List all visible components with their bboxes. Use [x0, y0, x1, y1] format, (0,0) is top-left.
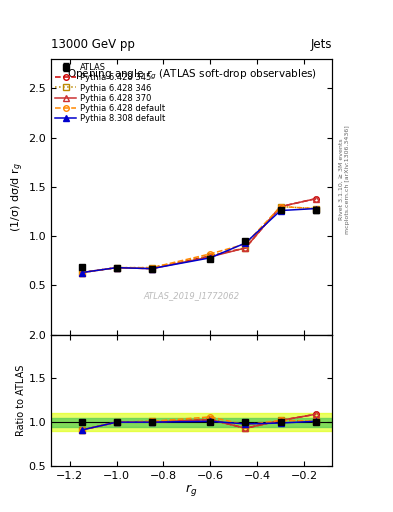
- Pythia 6.428 345: [149, 266, 154, 272]
- Pythia 6.428 346: [243, 245, 248, 251]
- Line: Pythia 6.428 370: Pythia 6.428 370: [79, 196, 318, 275]
- Pythia 6.428 370: [313, 196, 318, 202]
- Pythia 6.428 370: [278, 204, 283, 210]
- Pythia 6.428 default: [208, 251, 213, 257]
- Pythia 6.428 345: [208, 253, 213, 259]
- Text: ATLAS_2019_I1772062: ATLAS_2019_I1772062: [143, 291, 240, 301]
- Y-axis label: Ratio to ATLAS: Ratio to ATLAS: [16, 365, 26, 436]
- Pythia 6.428 370: [149, 266, 154, 272]
- Pythia 6.428 345: [278, 204, 283, 210]
- Pythia 6.428 345: [243, 245, 248, 251]
- Pythia 6.428 346: [114, 265, 119, 271]
- Text: Opening angle $r_g$ (ATLAS soft-drop observables): Opening angle $r_g$ (ATLAS soft-drop obs…: [66, 67, 317, 81]
- Pythia 6.428 default: [149, 265, 154, 271]
- Y-axis label: (1/σ) dσ/d r$_g$: (1/σ) dσ/d r$_g$: [9, 162, 26, 231]
- Pythia 6.428 345: [114, 265, 119, 271]
- Legend: ATLAS, Pythia 6.428 345, Pythia 6.428 346, Pythia 6.428 370, Pythia 6.428 defaul: ATLAS, Pythia 6.428 345, Pythia 6.428 34…: [53, 61, 167, 125]
- Line: Pythia 6.428 default: Pythia 6.428 default: [79, 204, 318, 275]
- Line: Pythia 6.428 346: Pythia 6.428 346: [79, 204, 318, 275]
- Pythia 6.428 370: [208, 254, 213, 260]
- Pythia 6.428 370: [79, 269, 84, 275]
- Pythia 6.428 346: [79, 269, 84, 275]
- Text: mcplots.cern.ch [arXiv:1306.3436]: mcplots.cern.ch [arXiv:1306.3436]: [345, 125, 350, 233]
- Text: Rivet 3.1.10, ≥ 3M events: Rivet 3.1.10, ≥ 3M events: [339, 138, 344, 220]
- X-axis label: $r_g$: $r_g$: [185, 482, 198, 498]
- Bar: [51, 413, 332, 431]
- Pythia 6.428 346: [208, 253, 213, 259]
- Line: Pythia 6.428 345: Pythia 6.428 345: [79, 196, 318, 275]
- Pythia 8.308 default: [313, 205, 318, 211]
- Pythia 6.428 370: [243, 245, 248, 251]
- Pythia 8.308 default: [208, 255, 213, 261]
- Bar: [51, 418, 332, 426]
- Pythia 6.428 default: [114, 265, 119, 271]
- Pythia 6.428 346: [278, 204, 283, 210]
- Line: Pythia 8.308 default: Pythia 8.308 default: [79, 206, 318, 275]
- Pythia 6.428 345: [313, 196, 318, 202]
- Pythia 8.308 default: [149, 266, 154, 272]
- Pythia 6.428 346: [313, 205, 318, 211]
- Pythia 6.428 default: [243, 241, 248, 247]
- Text: 13000 GeV pp: 13000 GeV pp: [51, 38, 135, 51]
- Pythia 8.308 default: [278, 207, 283, 214]
- Pythia 6.428 370: [114, 265, 119, 271]
- Pythia 8.308 default: [114, 265, 119, 271]
- Pythia 6.428 default: [278, 204, 283, 210]
- Pythia 6.428 default: [313, 205, 318, 211]
- Text: Jets: Jets: [310, 38, 332, 51]
- Pythia 8.308 default: [79, 269, 84, 275]
- Pythia 6.428 345: [79, 269, 84, 275]
- Pythia 8.308 default: [243, 240, 248, 246]
- Pythia 6.428 default: [79, 269, 84, 275]
- Pythia 6.428 346: [149, 265, 154, 271]
